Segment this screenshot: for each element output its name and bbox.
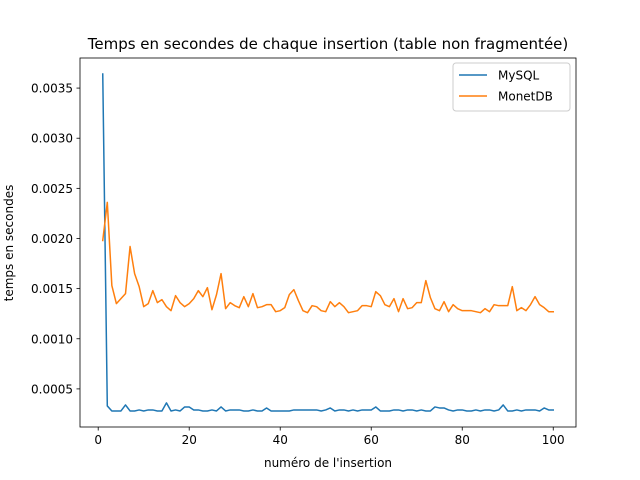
- axes-frame: [79, 57, 577, 428]
- chart-title: Temps en secondes de chaque insertion (t…: [87, 35, 569, 53]
- x-tick-label: 0: [94, 433, 102, 447]
- x-tick-label: 80: [455, 433, 470, 447]
- y-tick-label: 0.0035: [31, 82, 73, 96]
- y-axis-label: temps en secondes: [2, 185, 16, 302]
- legend-label-monetdb: MonetDB: [498, 90, 553, 104]
- x-axis-label: numéro de l'insertion: [264, 456, 392, 470]
- y-tick-label: 0.0020: [31, 232, 73, 246]
- x-tick-label: 100: [542, 433, 565, 447]
- y-tick-label: 0.0025: [31, 182, 73, 196]
- plot-area: [79, 57, 577, 428]
- y-axis-ticks: 0.0005 0.0010 0.0015 0.0020 0.0025 0.0030 0.00…: [31, 82, 80, 396]
- y-tick-label: 0.0005: [31, 382, 73, 396]
- x-tick-label: 20: [182, 433, 197, 447]
- series-line-monetdb: [101, 201, 554, 314]
- x-axis-ticks: 0 20 40 60 80 100: [94, 427, 565, 447]
- legend-label-mysql: MySQL: [498, 69, 540, 83]
- series-line-mysql: [101, 73, 554, 412]
- y-tick-label: 0.0015: [31, 282, 73, 296]
- legend: MySQL MonetDB: [452, 62, 571, 112]
- y-tick-label: 0.0030: [31, 132, 73, 146]
- x-tick-label: 40: [273, 433, 288, 447]
- x-tick-label: 60: [364, 433, 379, 447]
- y-tick-label: 0.0010: [31, 332, 73, 346]
